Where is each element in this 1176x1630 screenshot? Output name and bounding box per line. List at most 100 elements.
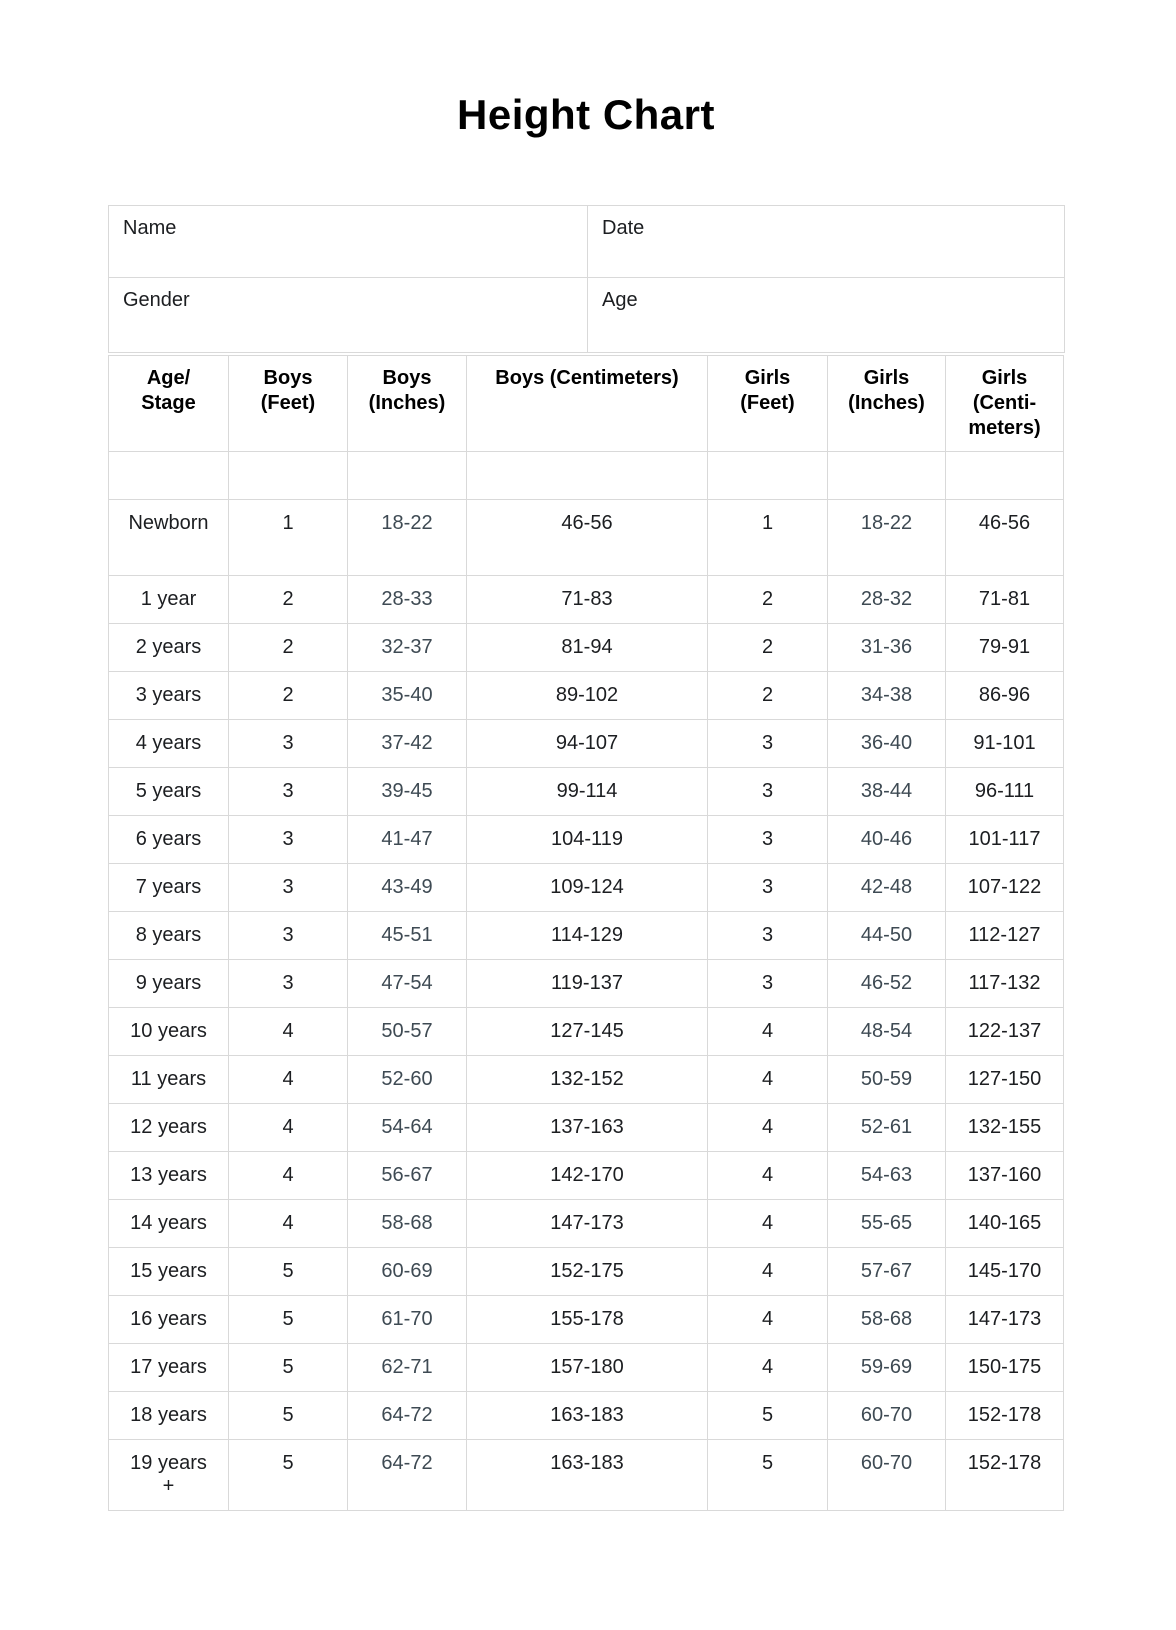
height-value-cell: 81-94 [466, 623, 708, 672]
age-stage-cell: 8 years [108, 911, 229, 960]
height-value-cell: 152-175 [466, 1247, 708, 1296]
height-value-cell: 55-65 [827, 1199, 946, 1248]
height-value-cell: 46-56 [466, 499, 708, 576]
height-value-cell: 152-178 [945, 1391, 1064, 1440]
empty-cell [707, 451, 828, 500]
height-value-cell: 163-183 [466, 1439, 708, 1511]
height-value-cell: 60-70 [827, 1391, 946, 1440]
age-stage-cell: 7 years [108, 863, 229, 912]
height-value-cell: 140-165 [945, 1199, 1064, 1248]
height-value-cell: 18-22 [827, 499, 946, 576]
age-stage-cell: 6 years [108, 815, 229, 864]
height-value-cell: 3 [707, 767, 828, 816]
height-value-cell: 5 [228, 1391, 348, 1440]
height-value-cell: 112-127 [945, 911, 1064, 960]
height-value-cell: 46-56 [945, 499, 1064, 576]
age-stage-cell: 9 years [108, 959, 229, 1008]
height-value-cell: 4 [707, 1199, 828, 1248]
table-row: 15 years 5 60-69 152-175 4 57-67 145-170 [108, 1247, 1064, 1296]
height-value-cell: 38-44 [827, 767, 946, 816]
height-value-cell: 5 [228, 1295, 348, 1344]
gender-field[interactable]: Gender [108, 277, 588, 353]
spacer-row [108, 451, 1064, 500]
height-value-cell: 4 [228, 1151, 348, 1200]
height-value-cell: 42-48 [827, 863, 946, 912]
height-value-cell: 50-57 [347, 1007, 467, 1056]
table-row: 4 years 3 37-42 94-107 3 36-40 91-101 [108, 719, 1064, 768]
height-value-cell: 28-32 [827, 575, 946, 624]
height-value-cell: 5 [707, 1439, 828, 1511]
height-value-cell: 2 [228, 575, 348, 624]
height-value-cell: 4 [707, 1103, 828, 1152]
height-value-cell: 5 [707, 1391, 828, 1440]
document-content: Height Chart Name Date Gender [108, 0, 1065, 1511]
height-value-cell: 57-67 [827, 1247, 946, 1296]
height-value-cell: 46-52 [827, 959, 946, 1008]
age-stage-cell: 2 years [108, 623, 229, 672]
height-value-cell: 3 [707, 815, 828, 864]
column-header: Girls (Feet) [707, 355, 828, 452]
date-field[interactable]: Date [587, 205, 1065, 278]
height-value-cell: 3 [228, 959, 348, 1008]
height-value-cell: 4 [707, 1007, 828, 1056]
height-value-cell: 86-96 [945, 671, 1064, 720]
table-row: Newborn 1 18-22 46-56 1 18-22 46-56 [108, 499, 1064, 576]
height-value-cell: 114-129 [466, 911, 708, 960]
height-value-cell: 94-107 [466, 719, 708, 768]
age-stage-cell: 5 years [108, 767, 229, 816]
empty-cell [108, 451, 229, 500]
height-value-cell: 3 [228, 863, 348, 912]
table-row: 17 years 5 62-71 157-180 4 59-69 150-175 [108, 1343, 1064, 1392]
height-value-cell: 34-38 [827, 671, 946, 720]
name-field[interactable]: Name [108, 205, 588, 278]
height-value-cell: 109-124 [466, 863, 708, 912]
empty-cell [827, 451, 946, 500]
height-value-cell: 101-117 [945, 815, 1064, 864]
age-field[interactable]: Age [587, 277, 1065, 353]
height-value-cell: 5 [228, 1343, 348, 1392]
age-stage-cell: 13 years [108, 1151, 229, 1200]
height-value-cell: 2 [707, 671, 828, 720]
height-value-cell: 4 [707, 1151, 828, 1200]
height-value-cell: 31-36 [827, 623, 946, 672]
table-row: 14 years 4 58-68 147-173 4 55-65 140-165 [108, 1199, 1064, 1248]
height-value-cell: 1 [228, 499, 348, 576]
height-value-cell: 147-173 [466, 1199, 708, 1248]
height-value-cell: 107-122 [945, 863, 1064, 912]
age-stage-cell: 19 years + [108, 1439, 229, 1511]
height-value-cell: 71-81 [945, 575, 1064, 624]
page-title: Height Chart [457, 91, 715, 138]
height-value-cell: 137-163 [466, 1103, 708, 1152]
height-value-cell: 117-132 [945, 959, 1064, 1008]
height-table-head: Age/ Stage Boys (Feet) Boys (Inches) Boys (… [108, 355, 1064, 500]
height-value-cell: 127-150 [945, 1055, 1064, 1104]
height-value-cell: 64-72 [347, 1439, 467, 1511]
height-value-cell: 71-83 [466, 575, 708, 624]
height-value-cell: 18-22 [347, 499, 467, 576]
empty-cell [347, 451, 467, 500]
height-value-cell: 35-40 [347, 671, 467, 720]
table-row: 13 years 4 56-67 142-170 4 54-63 137-160 [108, 1151, 1064, 1200]
height-value-cell: 5 [228, 1439, 348, 1511]
patient-info-form: Name Date Gender Age [108, 205, 1065, 353]
height-value-cell: 4 [228, 1055, 348, 1104]
height-value-cell: 91-101 [945, 719, 1064, 768]
height-value-cell: 59-69 [827, 1343, 946, 1392]
age-stage-cell: 10 years [108, 1007, 229, 1056]
height-value-cell: 89-102 [466, 671, 708, 720]
height-value-cell: 40-46 [827, 815, 946, 864]
age-stage-cell: 11 years [108, 1055, 229, 1104]
height-value-cell: 3 [228, 767, 348, 816]
height-value-cell: 28-33 [347, 575, 467, 624]
height-value-cell: 99-114 [466, 767, 708, 816]
height-value-cell: 41-47 [347, 815, 467, 864]
height-value-cell: 4 [707, 1295, 828, 1344]
table-row: 12 years 4 54-64 137-163 4 52-61 132-155 [108, 1103, 1064, 1152]
height-value-cell: 79-91 [945, 623, 1064, 672]
height-value-cell: 32-37 [347, 623, 467, 672]
height-value-cell: 58-68 [347, 1199, 467, 1248]
table-row: 1 year 2 28-33 71-83 2 28-32 71-81 [108, 575, 1064, 624]
height-value-cell: 64-72 [347, 1391, 467, 1440]
height-value-cell: 54-64 [347, 1103, 467, 1152]
table-row: 2 years 2 32-37 81-94 2 31-36 79-91 [108, 623, 1064, 672]
